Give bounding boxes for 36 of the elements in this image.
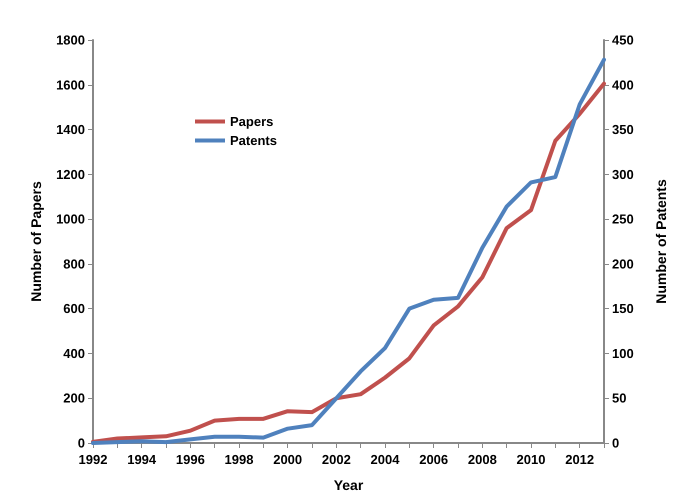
y-tick-label: 400 — [63, 346, 85, 361]
y2-tick-label: 250 — [612, 212, 634, 227]
x-tick-label: 2004 — [370, 452, 400, 467]
y-tick-label: 600 — [63, 301, 85, 316]
y-tick-label: 1200 — [56, 166, 85, 182]
y2-tick-label: 400 — [612, 77, 634, 92]
y2-tick-label: 0 — [612, 436, 620, 450]
x-tick-label: 2008 — [468, 452, 497, 467]
y-tick-label: 1000 — [56, 212, 85, 227]
y2-tick-label: 300 — [612, 166, 634, 182]
x-axis-title: Year — [334, 477, 364, 493]
x-tick-label: 1998 — [224, 452, 254, 467]
y2-tick-label: 150 — [612, 301, 634, 316]
legend-label: Patents — [230, 133, 277, 148]
x-tick-label: 1996 — [176, 452, 205, 467]
y-tick-label: 800 — [63, 256, 85, 272]
x-tick-label: 1992 — [78, 452, 108, 467]
y-tick-label: 0 — [78, 436, 85, 450]
x-tick-label: 2006 — [419, 452, 448, 467]
y2-axis-title: Number of Patents — [653, 179, 669, 304]
y-tick-label: 1800 — [56, 32, 85, 48]
x-tick-label: 1994 — [127, 452, 157, 467]
x-tick-label: 2002 — [322, 452, 351, 467]
y2-tick-label: 350 — [612, 122, 634, 138]
x-tick-label: 2000 — [273, 452, 302, 467]
y-axis-title: Number of Papers — [28, 180, 44, 302]
y2-tick-label: 450 — [612, 32, 634, 48]
y-tick-label: 1400 — [56, 122, 85, 138]
y2-tick-label: 200 — [612, 256, 634, 272]
legend-label: Papers — [230, 114, 274, 129]
y2-tick-label: 100 — [612, 346, 634, 361]
x-tick-label: 2012 — [565, 452, 594, 467]
y-tick-label: 200 — [63, 390, 85, 406]
y-tick-label: 1600 — [56, 77, 85, 92]
x-tick-label: 2010 — [516, 452, 546, 467]
y2-tick-label: 50 — [612, 390, 626, 406]
